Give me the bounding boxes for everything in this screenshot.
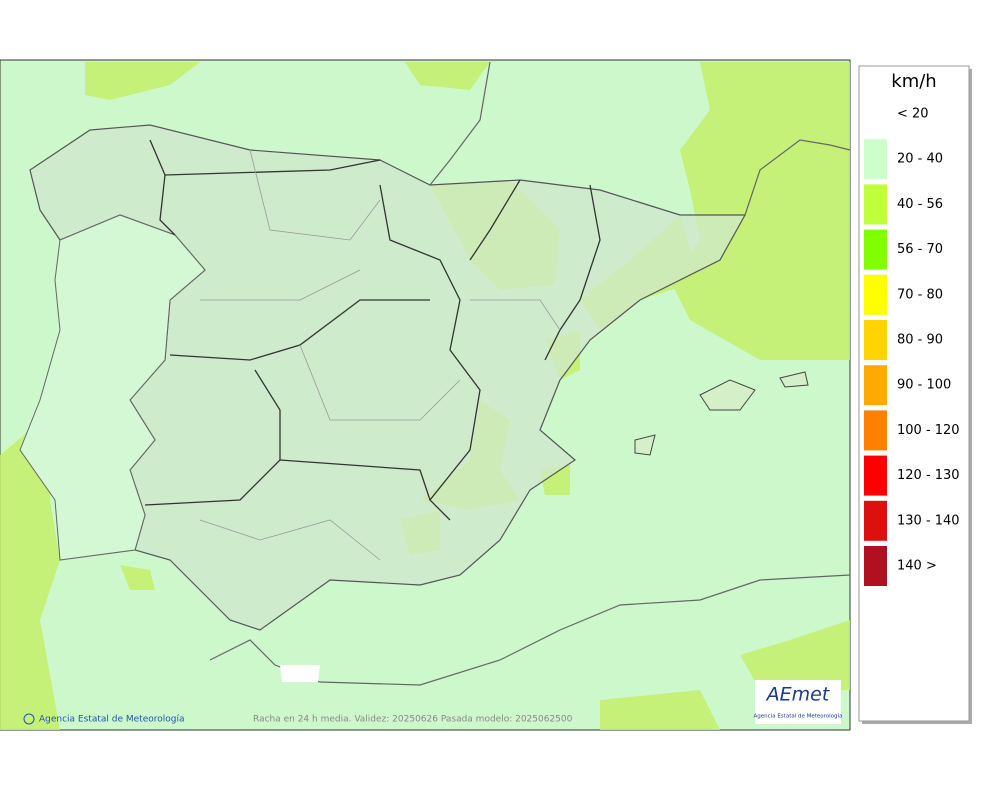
credit: Agencia Estatal de Meteorología <box>39 715 185 725</box>
legend-label: 80 - 90 <box>897 333 943 348</box>
legend-swatch <box>864 500 887 541</box>
legend-swatch <box>864 320 887 360</box>
logo-name: AEmet <box>765 684 831 706</box>
legend-title: km/h <box>891 71 936 92</box>
legend-label: 56 - 70 <box>897 242 943 257</box>
legend-label: 20 - 40 <box>897 152 943 167</box>
legend-swatch <box>864 139 887 180</box>
credit-icon <box>23 713 35 725</box>
portugal <box>19 214 206 561</box>
map <box>0 59 851 731</box>
legend-swatch <box>864 184 887 225</box>
legend-swatch <box>864 455 887 496</box>
legend-label: 40 - 56 <box>897 197 943 212</box>
legend-label: 70 - 80 <box>897 287 943 302</box>
logo-subtitle: Agencia Estatal de Meteorología <box>754 713 843 720</box>
legend-items: < 20 20 - 40 40 - 56 56 - 70 70 - 80 80 - 90 9… <box>864 107 960 586</box>
province-borders <box>199 149 561 561</box>
no-data <box>280 665 320 682</box>
caption: Racha en 24 h media. Validez: 20250626 P… <box>253 715 573 725</box>
legend-swatch <box>864 365 887 406</box>
coastlines <box>209 61 851 686</box>
balearic-islands <box>634 371 809 456</box>
logo-box <box>755 680 841 724</box>
legend-label: 100 - 120 <box>897 423 960 438</box>
legend-swatch <box>864 410 887 451</box>
legend-label: 120 - 130 <box>897 468 960 483</box>
legend-swatch <box>864 546 887 586</box>
legend-label: 130 - 140 <box>897 513 960 528</box>
legend-swatch <box>864 274 887 315</box>
legend-swatch <box>864 229 887 270</box>
legend-label: < 20 <box>897 107 929 122</box>
legend-label: 140 > <box>897 559 937 574</box>
legend-label: 90 - 100 <box>897 378 951 393</box>
